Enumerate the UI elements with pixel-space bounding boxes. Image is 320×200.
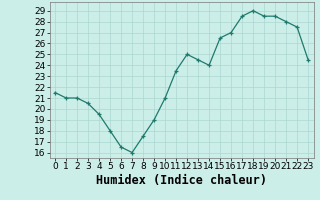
X-axis label: Humidex (Indice chaleur): Humidex (Indice chaleur): [96, 174, 267, 187]
